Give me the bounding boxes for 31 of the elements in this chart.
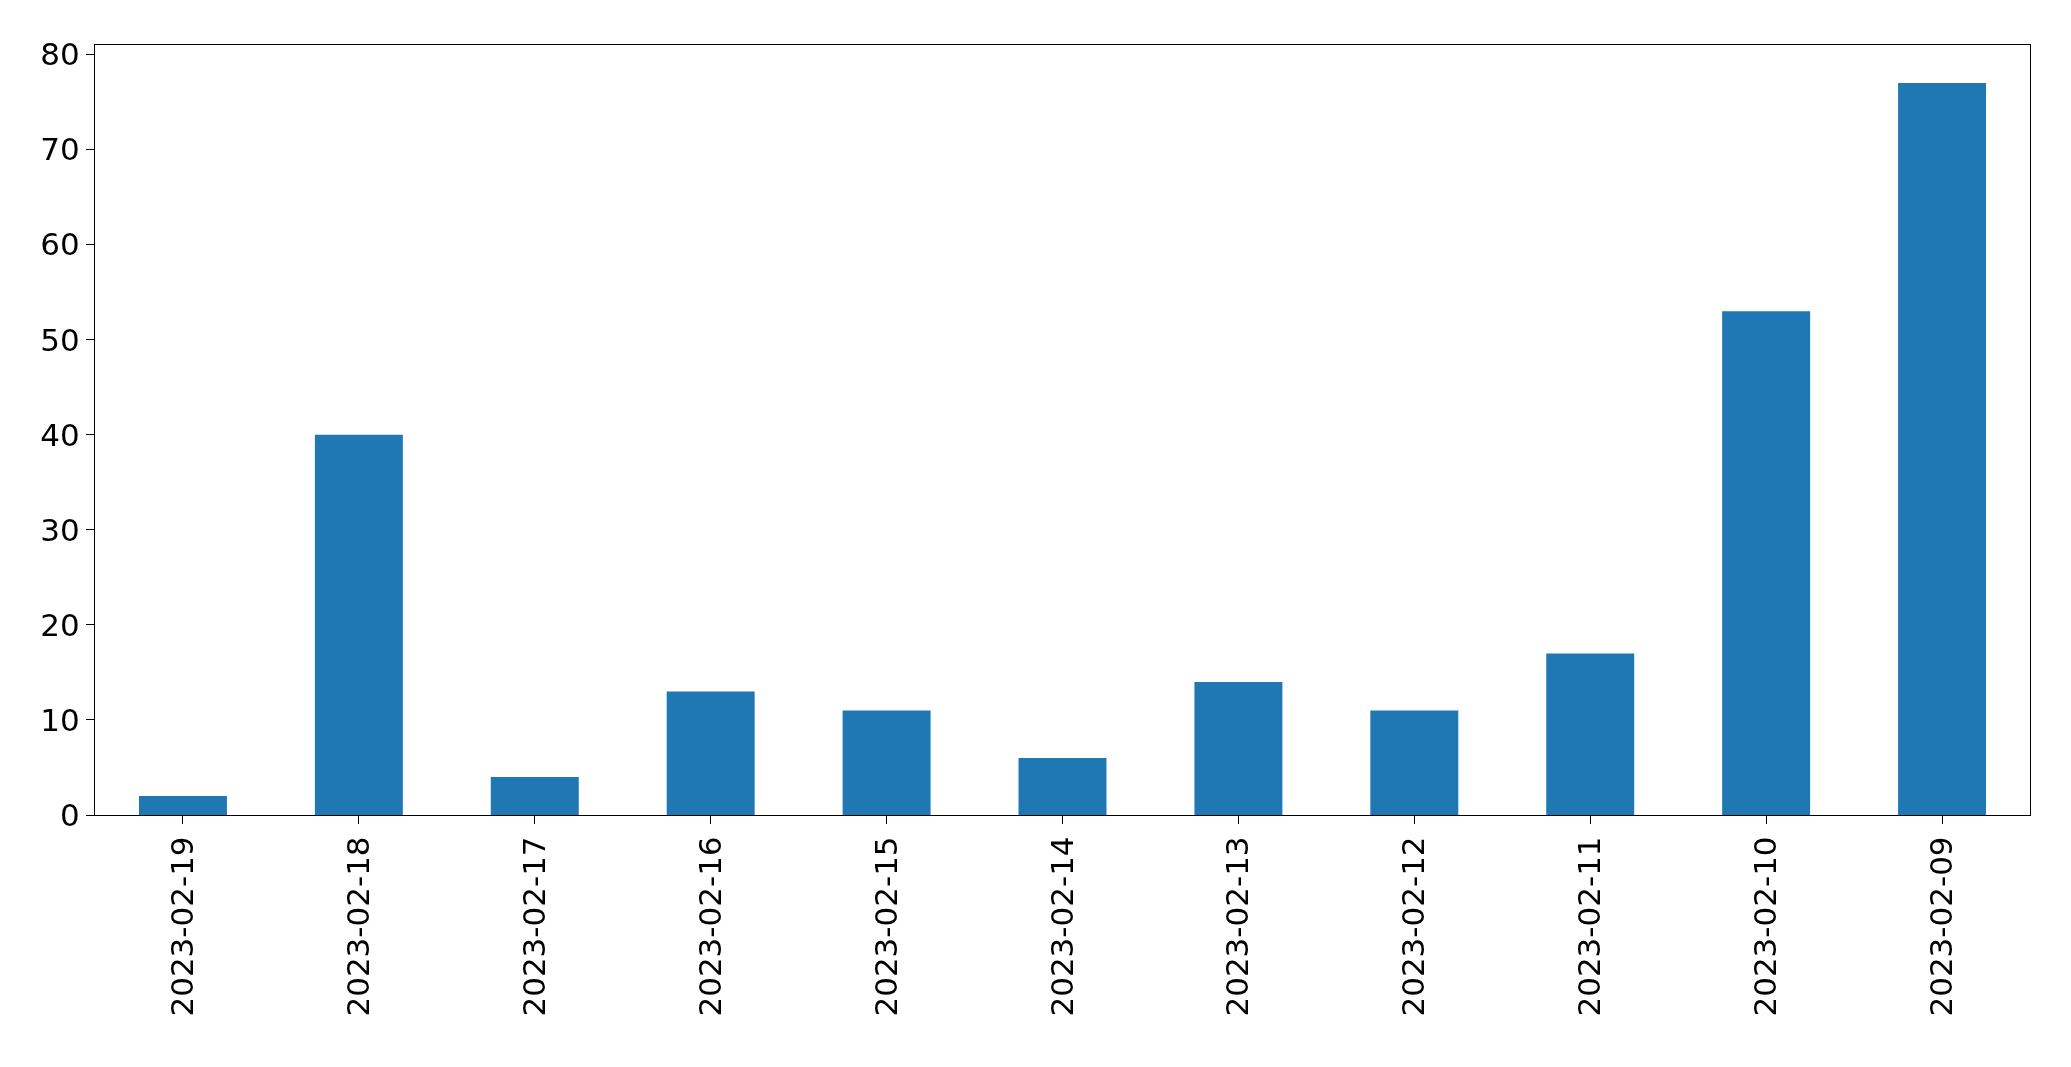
bar	[1546, 653, 1635, 815]
x-tick-label: 2023-02-12	[1395, 836, 1432, 1017]
y-tick-label: 0	[60, 796, 80, 833]
x-tick-label: 2023-02-11	[1571, 836, 1608, 1017]
x-tick-label: 2023-02-09	[1923, 836, 1960, 1017]
bar	[314, 434, 403, 815]
bar	[1898, 83, 1987, 815]
bar	[666, 691, 755, 815]
bar	[1018, 757, 1107, 815]
y-tick-label: 40	[40, 416, 80, 453]
x-tick-label: 2023-02-13	[1219, 836, 1256, 1017]
x-tick-label: 2023-02-15	[867, 836, 904, 1017]
x-tick-label: 2023-02-14	[1043, 836, 1080, 1017]
x-tick-label: 2023-02-19	[164, 836, 201, 1017]
y-tick-label: 60	[40, 226, 80, 263]
bar	[1370, 710, 1459, 815]
bar	[490, 776, 579, 815]
y-tick-label: 10	[40, 701, 80, 738]
bar	[1194, 681, 1283, 815]
bar	[1722, 311, 1811, 815]
x-tick-label: 2023-02-16	[691, 836, 728, 1017]
x-tick-label: 2023-02-10	[1747, 836, 1784, 1017]
y-tick-label: 50	[40, 321, 80, 358]
x-tick-label: 2023-02-18	[339, 836, 376, 1017]
y-tick-label: 70	[40, 131, 80, 168]
x-tick-label: 2023-02-17	[515, 836, 552, 1017]
bar	[842, 710, 931, 815]
y-tick-label: 20	[40, 606, 80, 643]
y-tick-label: 30	[40, 511, 80, 548]
bar	[138, 795, 227, 815]
y-tick-label: 80	[40, 36, 80, 73]
